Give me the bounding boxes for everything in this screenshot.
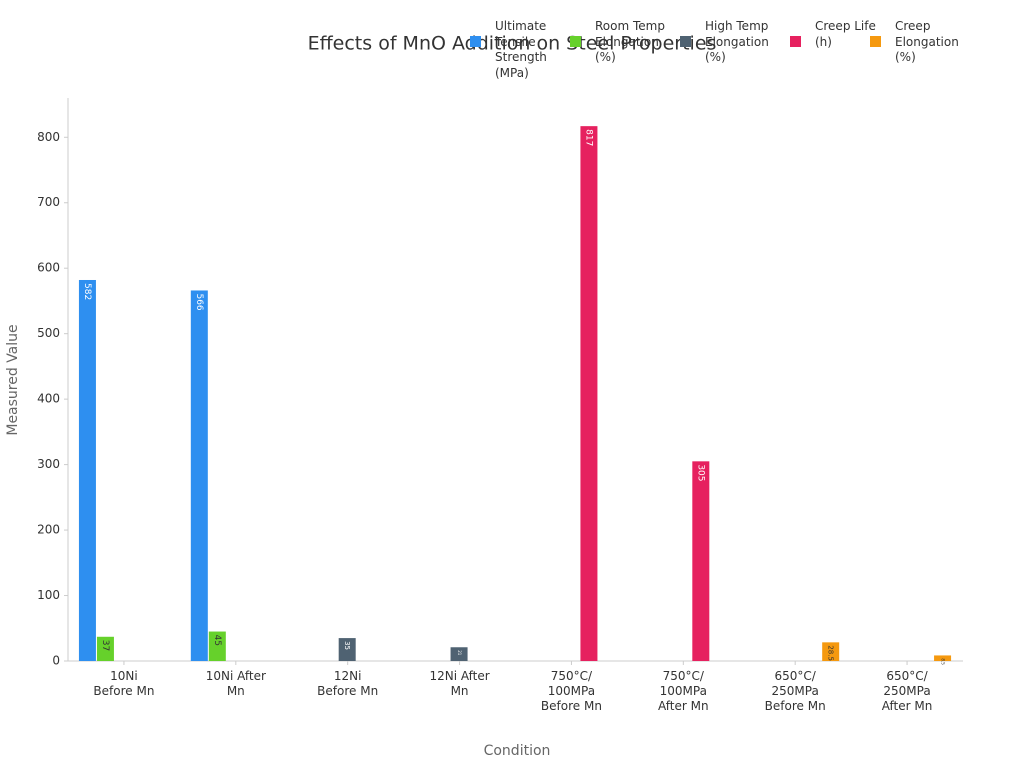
x-tick-label: 750°C/ 100MPa Before Mn: [540, 669, 602, 713]
data-label: 305: [695, 464, 705, 481]
x-tick-label: 10Ni Before Mn: [93, 669, 155, 698]
data-label: 582: [82, 283, 92, 300]
legend-label: Creep Elongation (%): [895, 19, 959, 64]
data-label: 817: [583, 129, 593, 146]
data-label: 8.5: [941, 658, 946, 665]
y-tick-label: 600: [37, 261, 60, 275]
y-tick-label: 300: [37, 457, 60, 471]
bar: [580, 126, 598, 661]
y-tick-label: 0: [52, 654, 60, 668]
data-label: 566: [194, 293, 204, 310]
y-tick-label: 200: [37, 523, 60, 537]
bar: [78, 279, 96, 661]
legend-label: High Temp Elongation (%): [705, 19, 769, 64]
data-label: 45: [212, 635, 222, 646]
x-tick-label: 12Ni After Mn: [429, 669, 490, 698]
bar: [450, 647, 468, 661]
data-label: 35: [343, 641, 351, 650]
legend-swatch: [790, 36, 801, 47]
y-tick-label: 700: [37, 195, 60, 209]
y-tick-label: 100: [37, 588, 60, 602]
chart-title: Effects of MnO Addition on Steel Propert…: [308, 33, 717, 55]
legend-swatch: [470, 36, 481, 47]
bar: [208, 631, 226, 661]
data-label: 37: [100, 640, 110, 651]
legend-swatch: [570, 36, 581, 47]
x-tick-label: 750°C/ 100MPa After Mn: [658, 669, 709, 713]
data-label: 28.5: [827, 645, 835, 661]
bar: [822, 642, 840, 661]
bar: [190, 290, 208, 661]
legend-label: Room Temp Elongation (%): [595, 19, 665, 64]
y-axis-label: Measured Value: [5, 324, 21, 435]
bar: [934, 655, 952, 661]
y-tick-label: 800: [37, 130, 60, 144]
legend-swatch: [680, 36, 691, 47]
y-tick-label: 500: [37, 326, 60, 340]
x-tick-label: 650°C/ 250MPa Before Mn: [764, 669, 826, 713]
legend-label: Ultimate Tensile Strength (MPa): [495, 19, 547, 80]
bar: [96, 636, 114, 661]
x-tick-label: 650°C/ 250MPa After Mn: [881, 669, 933, 713]
x-tick-label: 12Ni Before Mn: [317, 669, 379, 698]
x-axis-label: Condition: [484, 743, 551, 759]
bar: [692, 461, 710, 661]
legend-label: Creep Life (h): [815, 19, 876, 49]
y-tick-label: 400: [37, 392, 60, 406]
x-tick-label: 10Ni After Mn: [205, 669, 266, 698]
legend-swatch: [870, 36, 881, 47]
data-label: 21: [457, 650, 462, 656]
bar: [338, 638, 356, 661]
